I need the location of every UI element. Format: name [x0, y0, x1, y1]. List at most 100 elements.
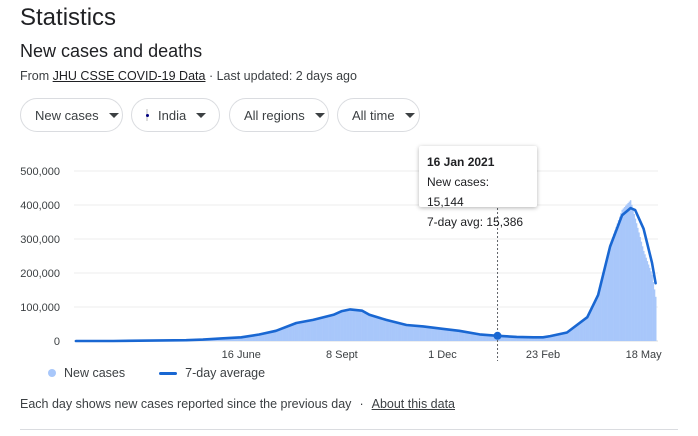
source-link[interactable]: JHU CSSE COVID-19 Data — [52, 69, 206, 83]
new-cases-bar — [500, 336, 503, 341]
new-cases-bar — [577, 323, 579, 341]
new-cases-bar — [359, 310, 361, 341]
new-cases-bar — [425, 326, 427, 341]
new-cases-bar — [390, 320, 392, 341]
new-cases-bar — [407, 325, 409, 341]
new-cases-bar — [328, 315, 330, 341]
new-cases-bar — [307, 320, 310, 341]
new-cases-bar — [356, 310, 359, 341]
new-cases-bar — [280, 328, 282, 341]
new-cases-bar — [481, 334, 483, 341]
new-cases-bar — [245, 336, 247, 341]
legend-7day-avg-label: 7-day average — [185, 366, 266, 380]
new-cases-bar — [440, 328, 443, 341]
new-cases-bar — [393, 321, 396, 341]
new-cases-bar — [288, 325, 291, 341]
new-cases-bar — [579, 322, 582, 341]
new-cases-bar — [366, 313, 368, 341]
new-cases-bar — [561, 333, 564, 341]
new-cases-bar — [655, 296, 657, 341]
new-cases-bar — [536, 337, 538, 341]
footnote-text: Each day shows new cases reported since … — [20, 397, 352, 411]
new-cases-bar — [378, 316, 380, 341]
metric-dropdown[interactable]: New cases — [20, 98, 123, 132]
new-cases-bar — [631, 204, 633, 341]
new-cases-bar — [487, 334, 489, 341]
new-cases-bar — [432, 327, 434, 341]
new-cases-bar — [331, 314, 334, 341]
new-cases-bar — [329, 315, 331, 341]
new-cases-bar — [634, 218, 637, 341]
new-cases-bar — [365, 312, 367, 341]
new-cases-bar — [614, 230, 616, 341]
new-cases-bar — [226, 337, 228, 341]
new-cases-bar — [455, 330, 457, 341]
new-cases-bar — [463, 331, 465, 341]
country-dropdown[interactable]: India — [131, 98, 220, 132]
new-cases-bar — [644, 254, 646, 341]
new-cases-bar — [611, 237, 614, 341]
y-tick-label: 0 — [54, 336, 60, 348]
new-cases-bar — [343, 310, 346, 341]
new-cases-bar — [587, 313, 590, 341]
new-cases-bar — [589, 311, 591, 341]
new-cases-bar — [421, 325, 423, 341]
new-cases-bar — [270, 331, 273, 341]
source-prefix: From — [20, 69, 53, 83]
new-cases-bar — [332, 314, 335, 341]
new-cases-bar — [377, 316, 379, 341]
new-cases-bar — [401, 323, 403, 341]
new-cases-bar — [364, 312, 366, 341]
tooltip-new-cases: New cases: 15,144 — [427, 175, 490, 209]
new-cases-bar — [472, 333, 475, 341]
new-cases-bar — [526, 337, 529, 341]
new-cases-bar — [385, 319, 388, 341]
new-cases-bar — [330, 315, 332, 341]
new-cases-bar — [251, 335, 253, 341]
new-cases-bar — [287, 325, 289, 341]
new-cases-bar — [456, 330, 458, 341]
time-range-dropdown[interactable]: All time — [337, 98, 420, 132]
new-cases-bar — [546, 336, 548, 341]
x-tick-label: 16 June — [222, 349, 261, 361]
new-cases-bar — [547, 336, 549, 341]
footnote-separator: · — [359, 397, 364, 411]
new-cases-bar — [372, 314, 374, 341]
new-cases-bar — [257, 334, 259, 341]
new-cases-bar — [306, 320, 309, 341]
new-cases-bar — [256, 334, 258, 341]
new-cases-bar — [355, 310, 358, 341]
new-cases-bar — [422, 326, 425, 341]
new-cases-bar — [441, 328, 444, 341]
x-tick-label: 18 May — [626, 349, 663, 361]
new-cases-bar — [615, 226, 617, 341]
new-cases-bar — [474, 333, 476, 341]
new-cases-bar — [597, 292, 600, 341]
new-cases-bar — [535, 337, 537, 341]
new-cases-bar — [530, 337, 532, 341]
india-flag-icon — [145, 109, 149, 121]
new-cases-bar — [643, 250, 645, 341]
new-cases-bar — [314, 318, 317, 341]
new-cases-bar — [483, 334, 486, 341]
new-cases-bar — [244, 336, 246, 341]
region-dropdown[interactable]: All regions — [229, 98, 329, 132]
new-cases-bar — [258, 334, 261, 341]
new-cases-bar — [417, 325, 420, 341]
about-data-link[interactable]: About this data — [371, 397, 456, 411]
new-cases-bar — [450, 329, 452, 341]
new-cases-bar — [578, 322, 580, 341]
new-cases-bar — [402, 324, 404, 341]
new-cases-bar — [529, 337, 531, 341]
new-cases-bar — [308, 319, 311, 341]
new-cases-bar — [513, 336, 516, 341]
y-tick-label: 100,000 — [20, 302, 60, 314]
new-cases-bar — [489, 335, 492, 341]
new-cases-bar — [293, 323, 295, 341]
new-cases-bar — [290, 324, 293, 341]
hover-point — [493, 331, 502, 340]
new-cases-bar — [380, 317, 383, 341]
new-cases-bar — [322, 317, 324, 341]
new-cases-bar — [262, 333, 264, 341]
